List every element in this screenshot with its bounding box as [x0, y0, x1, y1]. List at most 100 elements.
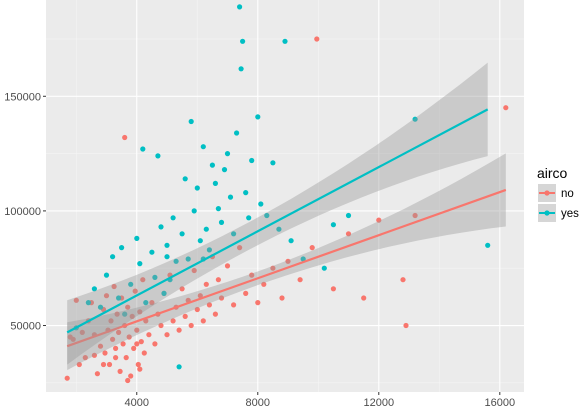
- data-point-yes: [240, 38, 246, 44]
- data-point-no: [400, 277, 406, 283]
- data-point-yes: [194, 185, 200, 191]
- data-point-no: [125, 377, 131, 384]
- data-point-no: [134, 327, 140, 333]
- data-point-yes: [158, 224, 164, 230]
- data-point-yes: [185, 256, 191, 262]
- data-point-no: [137, 309, 143, 315]
- data-point-yes: [237, 4, 243, 10]
- data-point-yes: [330, 222, 336, 228]
- fit-line-yes: [66, 108, 489, 334]
- data-point-yes: [188, 118, 194, 125]
- data-point-no: [70, 336, 76, 342]
- data-point-yes: [209, 162, 215, 168]
- data-point-no: [117, 368, 123, 374]
- data-point-no: [73, 297, 79, 303]
- data-point-no: [231, 302, 237, 308]
- data-point-yes: [246, 215, 252, 221]
- data-point-yes: [215, 206, 221, 212]
- data-point-yes: [173, 258, 179, 264]
- fit-line-no: [66, 188, 507, 348]
- data-point-yes: [255, 114, 261, 120]
- data-point-no: [314, 36, 320, 42]
- data-point-no: [140, 277, 146, 283]
- legend-label-no: no: [561, 188, 574, 200]
- data-point-yes: [282, 38, 288, 44]
- data-point-yes: [345, 212, 352, 219]
- data-point-no: [152, 341, 158, 347]
- data-point-no: [412, 212, 418, 219]
- data-point-no: [138, 339, 144, 345]
- data-point-no: [120, 341, 126, 347]
- data-point-no: [64, 375, 70, 381]
- data-point-no: [125, 304, 131, 310]
- data-point-no: [79, 329, 85, 335]
- data-point-no: [218, 295, 225, 301]
- data-point-no: [176, 327, 182, 333]
- data-point-no: [102, 350, 108, 356]
- data-point-yes: [179, 231, 185, 237]
- data-point-no: [285, 258, 291, 264]
- data-point-no: [309, 245, 315, 251]
- data-point-yes: [221, 167, 228, 173]
- data-point-no: [297, 277, 303, 283]
- data-point-no: [94, 371, 100, 377]
- data-point-no: [361, 295, 367, 301]
- data-point-yes: [224, 151, 231, 157]
- data-point-no: [279, 295, 285, 301]
- data-point-no: [132, 288, 138, 294]
- x-tick-label: 8000: [246, 397, 270, 409]
- data-point-yes: [197, 238, 203, 244]
- data-point-no: [123, 355, 129, 361]
- y-tick-label: 100000: [4, 206, 41, 218]
- data-point-yes: [164, 242, 170, 248]
- data-point-yes: [161, 290, 167, 296]
- data-point-yes: [203, 226, 209, 232]
- data-point-yes: [182, 176, 188, 182]
- data-point-no: [97, 343, 104, 349]
- data-point-yes: [116, 295, 122, 301]
- data-point-no: [503, 105, 509, 111]
- data-point-no: [376, 217, 382, 223]
- data-point-no: [249, 272, 255, 278]
- x-tick-label: 4000: [125, 397, 149, 409]
- data-point-no: [170, 318, 176, 324]
- data-point-no: [224, 263, 231, 269]
- data-point-no: [113, 345, 119, 351]
- data-point-no: [255, 300, 261, 306]
- x-tick-label: 12000: [363, 397, 394, 409]
- data-point-no: [182, 313, 188, 319]
- data-point-no: [149, 300, 155, 306]
- data-point-no: [194, 306, 200, 313]
- legend: airco no yes: [537, 165, 579, 222]
- data-point-no: [191, 267, 197, 274]
- data-point-yes: [243, 190, 249, 196]
- y-tick-label: 50000: [10, 321, 41, 333]
- data-point-no: [106, 361, 113, 368]
- data-point-yes: [97, 304, 104, 310]
- points-layer: [64, 4, 509, 384]
- data-point-yes: [103, 272, 110, 278]
- data-point-no: [141, 350, 147, 356]
- legend-key-point-no: [544, 190, 550, 196]
- data-point-yes: [485, 242, 491, 248]
- data-point-no: [116, 329, 122, 335]
- data-point-yes: [152, 274, 158, 280]
- data-point-yes: [170, 215, 176, 221]
- data-point-no: [122, 134, 128, 141]
- data-point-no: [330, 286, 336, 292]
- data-point-yes: [300, 256, 306, 262]
- data-point-no: [111, 283, 117, 290]
- data-point-yes: [276, 226, 282, 232]
- data-point-no: [197, 293, 203, 299]
- data-point-no: [243, 290, 249, 296]
- data-point-no: [110, 336, 116, 342]
- confidence-band-yes: [67, 62, 488, 365]
- data-point-yes: [119, 245, 125, 251]
- data-point-no: [237, 245, 243, 251]
- data-point-no: [188, 322, 194, 329]
- data-point-yes: [128, 281, 134, 287]
- data-point-yes: [212, 180, 218, 186]
- data-point-no: [100, 361, 107, 368]
- data-point-no: [137, 366, 143, 372]
- data-point-no: [200, 318, 206, 324]
